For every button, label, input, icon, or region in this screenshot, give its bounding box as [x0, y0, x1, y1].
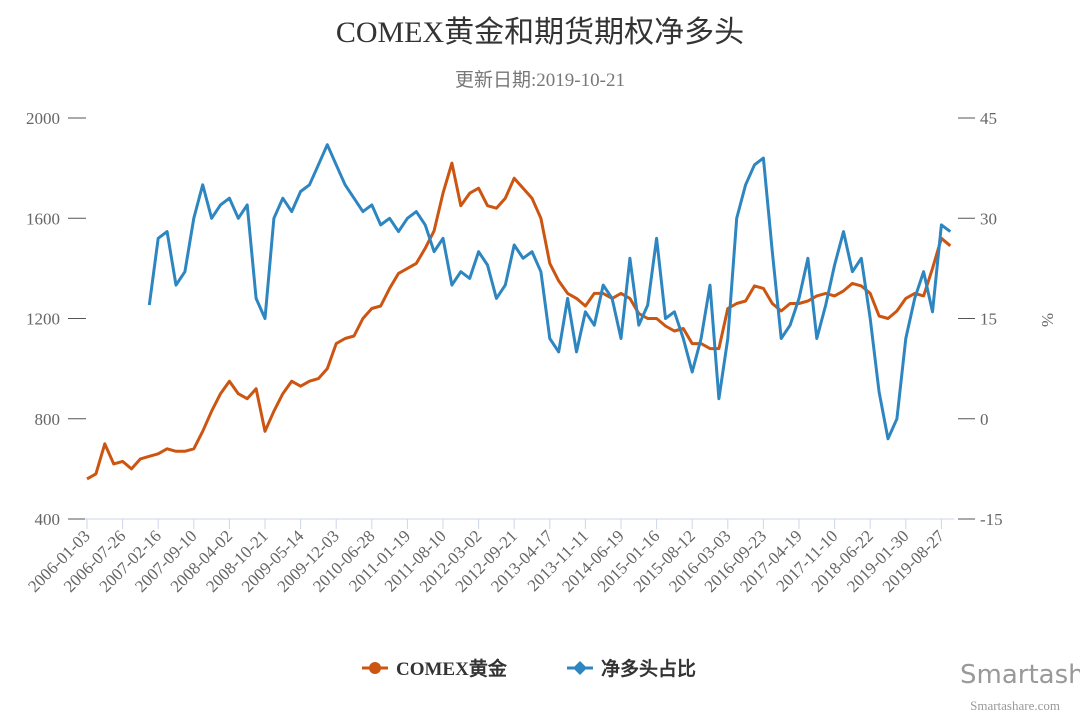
chart-subtitle: 更新日期:2019-10-21	[455, 69, 625, 91]
watermark-url: Smartashare.com	[970, 698, 1060, 713]
y-tick-label: 2000	[26, 109, 60, 128]
y2-tick-label: 15	[980, 310, 997, 329]
y-tick-label: 1200	[26, 310, 60, 329]
y2-tick-label: -15	[980, 510, 1003, 529]
y-tick-label: 400	[35, 510, 61, 529]
y-tick-label: 1600	[26, 209, 60, 228]
series-line	[86, 161, 952, 481]
y2-axis-label: %	[1038, 313, 1057, 327]
y2-tick-label: 0	[980, 410, 989, 429]
y2-tick-label: 45	[980, 109, 997, 128]
legend-marker	[369, 662, 381, 674]
legend-label: 净多头占比	[601, 657, 696, 680]
legend-label: COMEX黄金	[396, 657, 508, 680]
y-tick-label: 800	[35, 410, 61, 429]
chart-title: COMEX黄金和期货期权净多头	[336, 16, 744, 49]
y2-tick-label: 30	[980, 209, 997, 228]
watermark: Smartashare	[960, 660, 1080, 690]
series-line	[147, 143, 952, 441]
legend-marker	[573, 661, 587, 675]
